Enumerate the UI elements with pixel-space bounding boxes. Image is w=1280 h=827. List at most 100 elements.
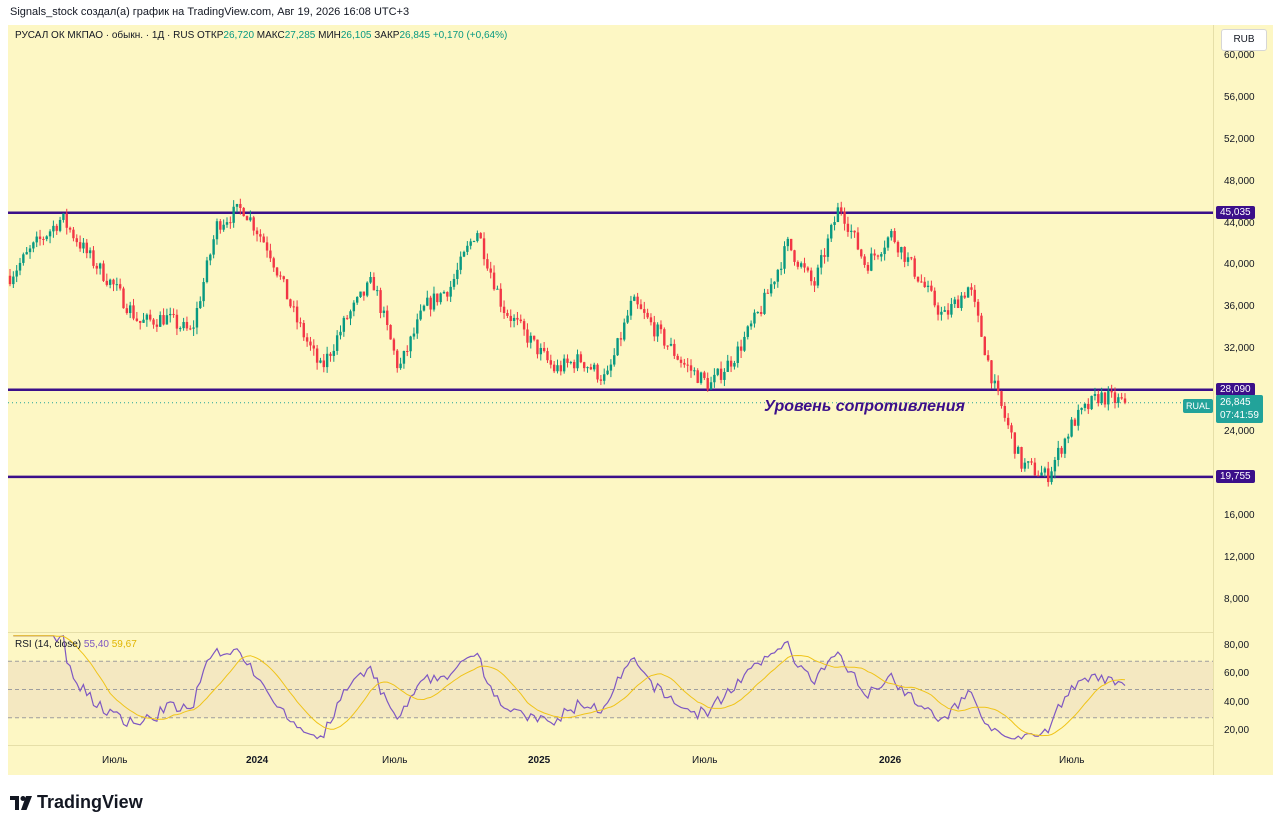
candle-body: [906, 257, 910, 262]
candle-body: [439, 293, 442, 303]
candle-body: [265, 242, 269, 251]
candle-body: [38, 236, 42, 239]
candle-body: [723, 371, 726, 380]
candle-body: [940, 311, 943, 315]
candle-body: [456, 269, 459, 279]
candle-body: [149, 314, 152, 320]
candle-body: [199, 301, 202, 309]
candle-body: [369, 277, 372, 283]
candle-body: [12, 276, 15, 285]
candle-body: [579, 354, 583, 363]
symbol-legend: РУСАЛ ОК МКПАО · обыкн. · 1Д · RUS ОТКР2…: [15, 30, 507, 41]
candle-body: [502, 306, 506, 313]
candle-body: [239, 204, 242, 208]
candle-body: [786, 238, 790, 247]
candle-body: [486, 259, 489, 269]
tradingview-logo[interactable]: TradingView: [10, 792, 143, 813]
candle-body: [582, 362, 586, 369]
candle-body: [803, 263, 806, 268]
legend-open-label: ОТКР: [197, 30, 224, 41]
candle-body: [1016, 447, 1020, 454]
candle-body: [42, 238, 45, 240]
candle-body: [960, 295, 963, 309]
candle-body: [1063, 438, 1067, 454]
candle-body: [926, 285, 930, 288]
candle-body: [890, 230, 893, 238]
ticker-tag: RUAL: [1183, 399, 1214, 413]
time-tick-label: Июль: [102, 755, 128, 766]
candle-body: [626, 315, 629, 323]
candle-body: [656, 324, 659, 337]
legend-symbol[interactable]: РУСАЛ ОК МКПАО · обыкн. · 1Д · RUS: [15, 30, 195, 41]
candle-body: [1107, 391, 1110, 405]
rsi-title[interactable]: RSI (14, close): [15, 639, 82, 650]
candle-body: [322, 360, 326, 368]
candle-body: [295, 306, 299, 323]
candle-body: [169, 313, 172, 316]
time-axis[interactable]: Июль 2024 Июль 2025 Июль 2026 Июль: [8, 745, 1213, 776]
candle-body: [1000, 391, 1003, 406]
candle-body: [816, 267, 820, 286]
candle-body: [776, 269, 780, 282]
candle-body: [379, 290, 382, 313]
candle-body: [562, 358, 566, 372]
candle-body: [175, 314, 179, 329]
candle-body: [956, 299, 960, 309]
candle-body: [1090, 395, 1093, 410]
candle-body: [202, 282, 205, 302]
candle-body: [766, 292, 769, 294]
currency-button[interactable]: RUB: [1221, 29, 1267, 51]
legend-change: +0,170 (+0,64%): [432, 30, 508, 41]
candle-body: [1013, 432, 1017, 454]
rsi-tick-label: 20,00: [1224, 724, 1250, 736]
rsi-pane[interactable]: RSI (14, close) 55,40 59,67: [8, 632, 1213, 746]
price-tick-label: 40,000: [1224, 259, 1255, 271]
candle-body: [339, 331, 342, 336]
candlestick-chart[interactable]: [8, 25, 1213, 631]
candle-body: [1050, 471, 1053, 483]
rsi-ma-line: [13, 635, 1126, 737]
candle-body: [242, 207, 245, 217]
candle-body: [809, 270, 813, 282]
candle-body: [613, 355, 616, 365]
candle-body: [155, 324, 159, 327]
candle-body: [1060, 447, 1063, 454]
price-tick-label: 52,000: [1224, 133, 1255, 145]
candle-body: [840, 207, 843, 212]
candle-body: [1073, 419, 1077, 426]
candle-body: [676, 355, 679, 360]
candle-body: [596, 364, 599, 380]
candle-body: [639, 304, 643, 310]
candle-body: [279, 275, 282, 277]
candle-body: [122, 288, 125, 309]
candle-body: [58, 219, 62, 231]
candle-body: [629, 300, 633, 316]
candle-body: [993, 380, 997, 384]
candle-body: [426, 297, 429, 306]
chart-frame[interactable]: РУСАЛ ОК МКПАО · обыкн. · 1Д · RUS ОТКР 2…: [8, 25, 1273, 776]
candle-body: [519, 319, 522, 322]
price-tick-label: 56,000: [1224, 92, 1255, 104]
candle-body: [1053, 459, 1057, 472]
candle-body: [469, 241, 472, 246]
candle-body: [436, 293, 439, 303]
candle-body: [372, 277, 376, 291]
candle-body: [586, 367, 589, 369]
candle-body: [319, 360, 322, 363]
candle-body: [102, 263, 105, 281]
candle-body: [966, 287, 970, 298]
candle-body: [152, 319, 155, 325]
candle-body: [1020, 447, 1023, 469]
candle-body: [1110, 391, 1113, 393]
resistance-annotation[interactable]: Уровень сопротивления: [764, 398, 965, 415]
candle-body: [603, 374, 606, 381]
time-tick-label: 2026: [879, 755, 902, 766]
candle-body: [789, 238, 793, 251]
candle-body: [572, 362, 576, 369]
candle-body: [793, 250, 796, 262]
price-pane[interactable]: РУСАЛ ОК МКПАО · обыкн. · 1Д · RUS ОТКР2…: [8, 25, 1213, 631]
candle-body: [796, 261, 800, 267]
candle-body: [923, 281, 926, 288]
candle-body: [659, 324, 663, 330]
rsi-chart[interactable]: [8, 633, 1213, 746]
